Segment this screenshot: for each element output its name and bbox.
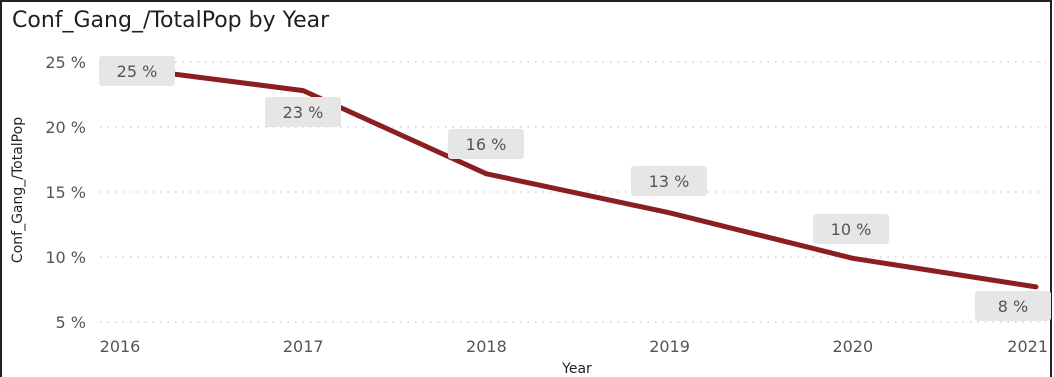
data-label-background [265,97,341,127]
data-label-text: 16 % [466,135,507,154]
y-tick-label: 5 % [56,313,86,332]
data-label: 13 % [631,166,707,196]
data-label: 23 % [265,97,341,127]
data-label-background [631,166,707,196]
x-tick-label: 2019 [649,337,690,356]
data-labels: 25 % 23 % 16 % 13 % 10 % 8 % [99,56,1051,321]
data-label-text: 10 % [831,220,872,239]
data-label-background [813,214,889,244]
data-label-background [448,129,524,159]
x-tick-label: 2020 [832,337,873,356]
data-label: 8 % [975,291,1051,321]
data-label-text: 8 % [998,297,1028,316]
data-label-background [975,291,1051,321]
data-label-background [99,56,175,86]
data-label: 25 % [99,56,175,86]
data-label: 16 % [448,129,524,159]
x-axis-ticks: 2016 2017 2018 2019 2020 2021 [100,337,1048,356]
data-label: 10 % [813,214,889,244]
data-label-text: 23 % [283,103,324,122]
data-label-text: 25 % [117,62,158,81]
x-tick-label: 2017 [283,337,324,356]
x-tick-label: 2018 [466,337,507,356]
y-axis-ticks: 25 % 20 % 15 % 10 % 5 % [45,53,86,332]
x-tick-label: 2016 [100,337,141,356]
y-tick-label: 20 % [45,118,86,137]
data-label-text: 13 % [649,172,690,191]
series-line [117,64,1039,290]
y-axis-label: Conf_Gang_/TotalPop [10,117,26,263]
chart-title: Conf_Gang_/TotalPop by Year [12,8,330,33]
gridlines [100,61,1046,323]
y-tick-label: 10 % [45,248,86,267]
series-line-layer [117,64,1039,290]
y-tick-label: 15 % [45,183,86,202]
x-tick-label: 2021 [1007,337,1048,356]
x-axis-label: Year [561,361,592,377]
y-tick-label: 25 % [45,53,86,72]
